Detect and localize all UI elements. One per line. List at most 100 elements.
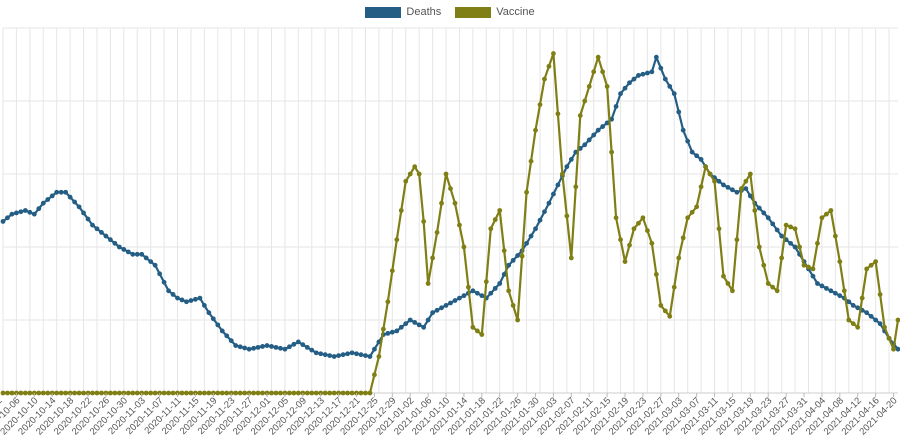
data-point-deaths[interactable]: [22, 208, 28, 213]
data-point-deaths[interactable]: [546, 200, 552, 206]
data-point-deaths[interactable]: [506, 262, 512, 268]
data-point-deaths[interactable]: [676, 109, 682, 115]
data-point-vaccine[interactable]: [273, 390, 279, 396]
data-point-deaths[interactable]: [340, 352, 346, 358]
data-point-deaths[interactable]: [734, 189, 740, 195]
data-point-vaccine[interactable]: [40, 390, 46, 396]
data-point-deaths[interactable]: [425, 317, 431, 323]
data-point-deaths[interactable]: [873, 317, 879, 323]
data-point-deaths[interactable]: [63, 189, 69, 195]
data-point-vaccine[interactable]: [752, 208, 758, 213]
data-point-vaccine[interactable]: [322, 390, 328, 396]
data-point-vaccine[interactable]: [295, 390, 301, 396]
data-point-vaccine[interactable]: [698, 184, 704, 190]
data-point-vaccine[interactable]: [604, 84, 610, 89]
data-point-deaths[interactable]: [9, 211, 15, 217]
data-point-deaths[interactable]: [224, 333, 230, 339]
data-point-vaccine[interactable]: [287, 390, 292, 396]
data-point-deaths[interactable]: [568, 157, 574, 162]
data-point-vaccine[interactable]: [832, 233, 838, 239]
data-point-vaccine[interactable]: [640, 215, 646, 221]
data-point-deaths[interactable]: [479, 293, 485, 299]
data-point-deaths[interactable]: [398, 324, 404, 330]
data-point-deaths[interactable]: [184, 299, 189, 305]
data-point-deaths[interactable]: [193, 296, 198, 302]
data-point-deaths[interactable]: [864, 310, 870, 316]
data-point-vaccine[interactable]: [524, 189, 529, 195]
data-point-deaths[interactable]: [5, 215, 10, 221]
data-point-vaccine[interactable]: [94, 390, 100, 396]
data-point-vaccine[interactable]: [613, 215, 619, 221]
data-point-deaths[interactable]: [788, 240, 793, 246]
data-point-deaths[interactable]: [134, 251, 140, 257]
data-point-deaths[interactable]: [497, 281, 503, 286]
data-point-deaths[interactable]: [618, 91, 623, 97]
data-point-vaccine[interactable]: [837, 259, 843, 264]
data-point-deaths[interactable]: [640, 71, 646, 77]
data-point-deaths[interactable]: [846, 299, 852, 305]
data-point-deaths[interactable]: [269, 344, 274, 349]
data-point-deaths[interactable]: [434, 307, 440, 313]
data-point-vaccine[interactable]: [497, 208, 503, 213]
data-point-vaccine[interactable]: [577, 113, 583, 118]
data-point-vaccine[interactable]: [877, 292, 883, 297]
data-point-vaccine[interactable]: [448, 186, 453, 192]
data-point-vaccine[interactable]: [434, 230, 440, 235]
data-point-vaccine[interactable]: [45, 390, 51, 396]
data-point-vaccine[interactable]: [224, 390, 230, 396]
data-point-deaths[interactable]: [175, 295, 180, 301]
data-point-vaccine[interactable]: [219, 390, 225, 396]
data-point-deaths[interactable]: [492, 285, 498, 291]
data-point-vaccine[interactable]: [855, 324, 861, 330]
data-point-deaths[interactable]: [287, 344, 292, 350]
data-point-vaccine[interactable]: [828, 208, 834, 213]
data-point-deaths[interactable]: [152, 262, 158, 268]
data-point-vaccine[interactable]: [564, 213, 570, 219]
data-point-vaccine[interactable]: [806, 264, 811, 270]
data-point-deaths[interactable]: [27, 209, 33, 215]
data-point-deaths[interactable]: [837, 293, 843, 299]
data-point-deaths[interactable]: [443, 303, 449, 308]
data-point-deaths[interactable]: [228, 338, 234, 344]
data-point-deaths[interactable]: [139, 251, 145, 257]
data-point-vaccine[interactable]: [488, 226, 494, 232]
data-point-vaccine[interactable]: [680, 235, 686, 241]
data-point-vaccine[interactable]: [819, 215, 825, 221]
data-point-deaths[interactable]: [345, 351, 350, 357]
data-point-deaths[interactable]: [555, 182, 561, 188]
data-point-vaccine[interactable]: [815, 240, 820, 246]
data-point-deaths[interactable]: [0, 219, 6, 224]
data-point-vaccine[interactable]: [372, 372, 377, 378]
data-point-deaths[interactable]: [291, 341, 297, 347]
data-point-vaccine[interactable]: [483, 279, 489, 285]
data-point-deaths[interactable]: [336, 353, 342, 358]
data-point-deaths[interactable]: [551, 191, 556, 197]
data-point-vaccine[interactable]: [313, 390, 319, 396]
data-point-vaccine[interactable]: [653, 271, 659, 277]
data-point-vaccine[interactable]: [407, 171, 413, 177]
data-point-deaths[interactable]: [645, 70, 650, 76]
data-point-vaccine[interactable]: [206, 390, 212, 396]
data-point-deaths[interactable]: [40, 200, 46, 206]
data-point-vaccine[interactable]: [291, 390, 297, 396]
data-point-deaths[interactable]: [188, 298, 194, 303]
data-point-vaccine[interactable]: [824, 211, 829, 217]
data-point-vaccine[interactable]: [197, 390, 203, 396]
data-point-deaths[interactable]: [157, 271, 163, 277]
data-point-vaccine[interactable]: [430, 255, 435, 261]
data-point-vaccine[interactable]: [627, 242, 632, 248]
data-point-vaccine[interactable]: [143, 390, 149, 396]
data-point-deaths[interactable]: [372, 346, 377, 352]
data-point-vaccine[interactable]: [116, 390, 122, 396]
data-point-vaccine[interactable]: [492, 217, 498, 223]
data-point-vaccine[interactable]: [582, 98, 588, 104]
data-point-vaccine[interactable]: [716, 226, 722, 232]
data-point-vaccine[interactable]: [519, 253, 525, 259]
data-point-vaccine[interactable]: [188, 390, 194, 396]
data-point-vaccine[interactable]: [233, 390, 239, 396]
data-point-deaths[interactable]: [54, 189, 60, 195]
data-point-deaths[interactable]: [815, 281, 820, 286]
data-point-deaths[interactable]: [161, 279, 167, 285]
data-point-deaths[interactable]: [407, 317, 413, 323]
data-point-vaccine[interactable]: [689, 209, 695, 215]
